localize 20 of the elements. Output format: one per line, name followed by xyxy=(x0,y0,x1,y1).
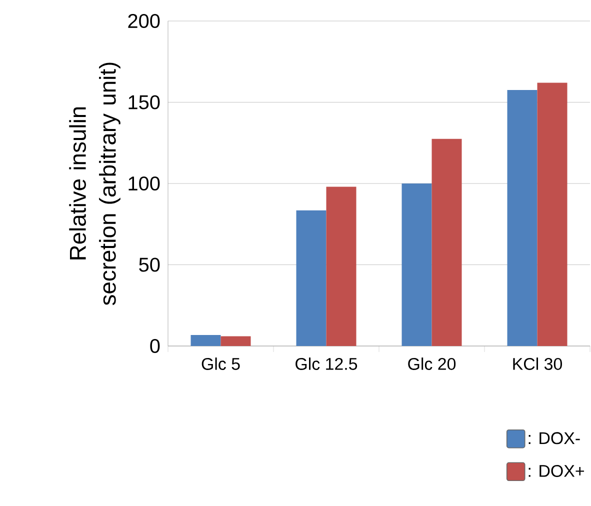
x-tick-label: Glc 20 xyxy=(408,358,456,370)
legend-label: : DOX- xyxy=(528,432,580,444)
x-tick-label: Glc 12.5 xyxy=(296,358,358,370)
y-tick-label: 50 xyxy=(139,258,160,272)
x-tick-label: KCl 30 xyxy=(513,358,562,370)
bar xyxy=(402,184,432,346)
bar xyxy=(326,186,356,346)
bar xyxy=(432,138,462,346)
x-tick-label: Glc 5 xyxy=(202,358,240,370)
bar xyxy=(507,90,538,346)
bar xyxy=(190,334,221,346)
legend-label: : DOX+ xyxy=(528,464,584,477)
bar xyxy=(220,336,251,346)
y-tick-label: 100 xyxy=(128,176,160,191)
y-axis-title: Relative insulin secretion (arbitrary unit) xyxy=(69,62,120,306)
bar xyxy=(537,82,568,346)
y-tick-label: 150 xyxy=(128,95,160,110)
y-tick-label: 0 xyxy=(150,338,160,354)
y-tick-label: 200 xyxy=(128,14,160,28)
bar xyxy=(296,210,326,346)
